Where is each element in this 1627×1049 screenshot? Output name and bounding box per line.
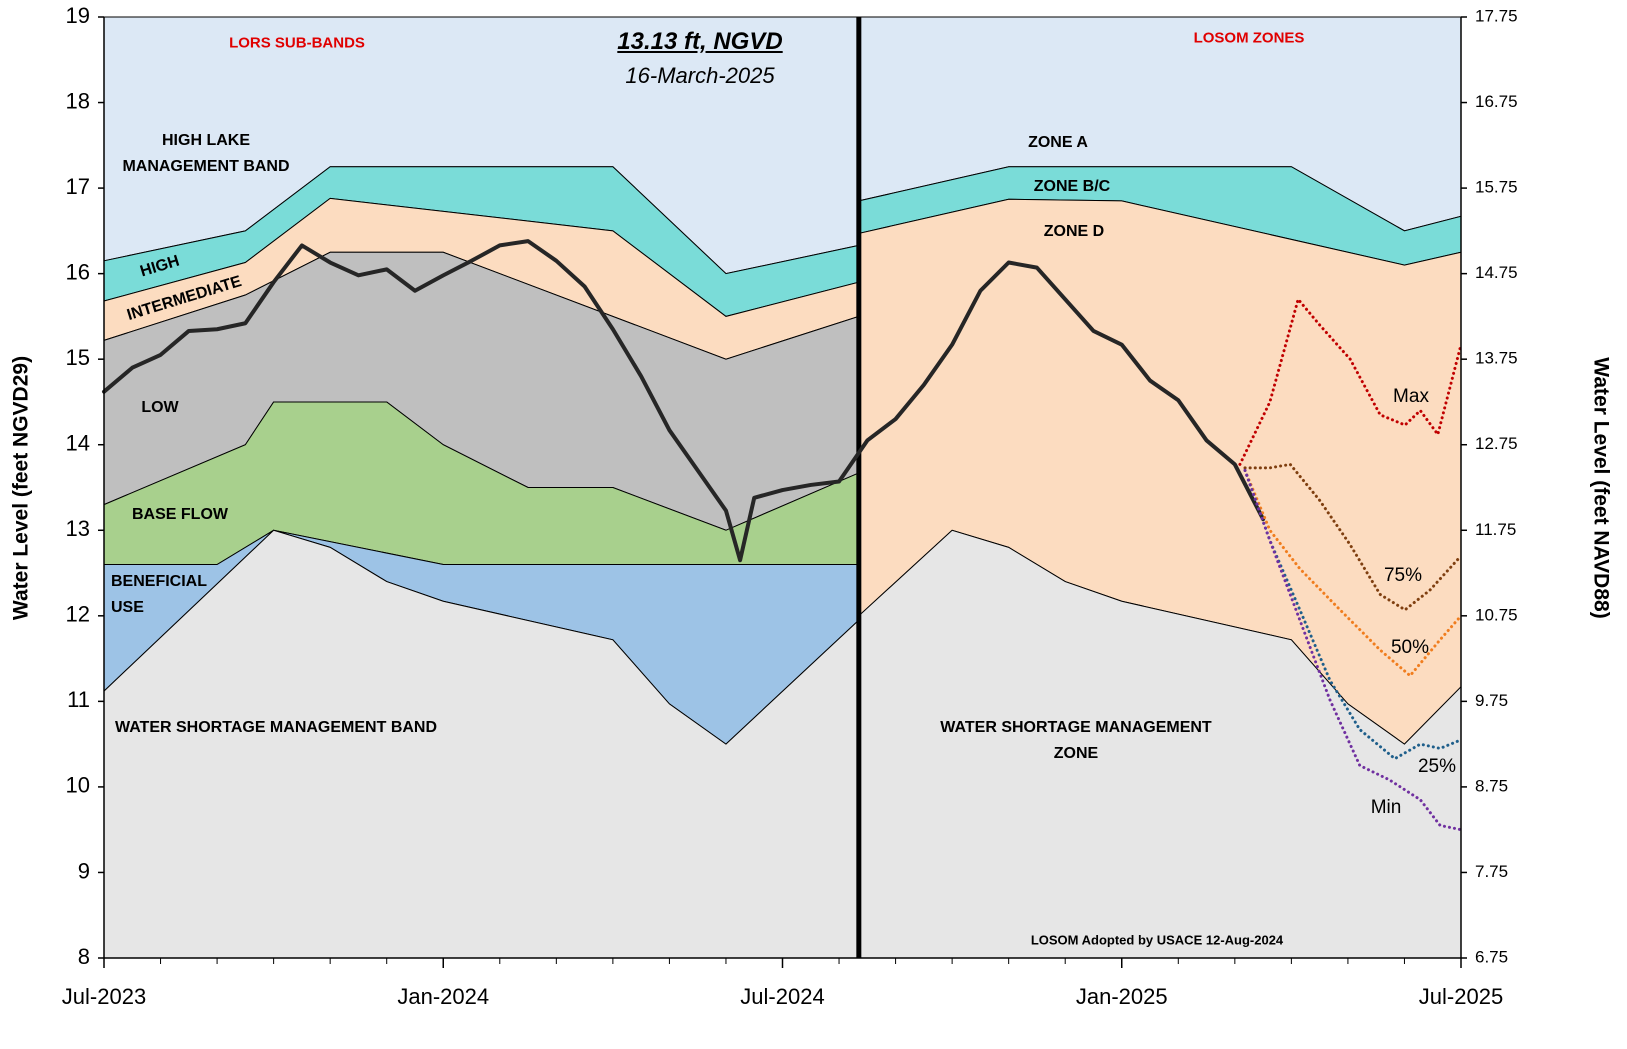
y-tick-label: 11 (67, 687, 90, 712)
x-tick-label: Jul-2024 (740, 984, 824, 1009)
x-tick-label: Jul-2023 (62, 984, 146, 1009)
y-tick-label: 19 (66, 3, 90, 28)
annotation: 13.13 ft, NGVD (617, 28, 783, 55)
y-tick-label: 13 (66, 516, 90, 541)
y2-tick-label: 8.75 (1475, 776, 1508, 795)
x-tick-label: Jan-2024 (397, 984, 489, 1009)
series-label: 25% (1417, 756, 1457, 777)
y-tick-label: 14 (66, 431, 90, 456)
y-axis-title: Water Level (feet NGVD29) (10, 356, 33, 620)
band-label: WATER SHORTAGE MANAGEMENT ZONE (940, 719, 1212, 762)
x-tick-label: Jul-2025 (1419, 984, 1503, 1009)
y-tick-label: 9 (78, 858, 90, 883)
y-tick-label: 8 (78, 944, 90, 969)
section-title: LORS SUB-BANDS (229, 34, 365, 52)
series-line (1238, 297, 1463, 466)
series-line (1243, 462, 1463, 612)
band-label: ZONE A (1028, 134, 1088, 151)
band-label: ZONE B/C (1033, 178, 1111, 195)
series-line (1243, 468, 1463, 761)
band-label: BASE FLOW (132, 506, 228, 523)
series-label: Min (1370, 797, 1402, 818)
annotation: LOSOM Adopted by USACE 12-Aug-2024 (1030, 932, 1284, 948)
y2-tick-label: 6.75 (1475, 947, 1508, 966)
y-tick-label: 12 (66, 602, 90, 627)
band-label: ZONE D (1043, 223, 1105, 240)
series-label: 75% (1383, 565, 1423, 586)
y2-axis-title: Water Level (feet NAVD88) (1589, 357, 1612, 618)
y2-tick-label: 9.75 (1475, 691, 1508, 710)
annotation: 16-March-2025 (625, 63, 775, 88)
y-tick-label: 10 (66, 773, 90, 798)
series-line (1243, 468, 1463, 832)
band-label: LOW (141, 399, 179, 416)
series-label: 50% (1390, 637, 1430, 658)
y2-tick-label: 12.75 (1475, 434, 1518, 453)
y-tick-label: 16 (66, 259, 90, 284)
section-title: LOSOM ZONES (1193, 29, 1305, 47)
y-tick-label: 15 (66, 345, 90, 370)
series-line (102, 239, 1266, 563)
y2-tick-label: 14.75 (1475, 263, 1518, 282)
band-label: BENEFICIAL USE (111, 573, 207, 616)
y2-tick-label: 17.75 (1475, 6, 1518, 25)
y2-tick-label: 10.75 (1475, 605, 1518, 624)
band-label: HIGH LAKE MANAGEMENT BAND (122, 132, 290, 175)
series-line (1243, 468, 1463, 678)
y2-tick-label: 11.75 (1475, 520, 1516, 539)
y-tick-label: 18 (66, 88, 90, 113)
y2-tick-label: 15.75 (1475, 178, 1518, 197)
y2-tick-label: 13.75 (1475, 349, 1518, 368)
y-tick-label: 17 (66, 174, 90, 199)
series-label: Max (1393, 386, 1429, 407)
band-label: WATER SHORTAGE MANAGEMENT BAND (114, 719, 438, 736)
x-tick-label: Jan-2025 (1076, 984, 1168, 1009)
y2-tick-label: 16.75 (1475, 92, 1518, 111)
y2-tick-label: 7.75 (1475, 862, 1508, 881)
